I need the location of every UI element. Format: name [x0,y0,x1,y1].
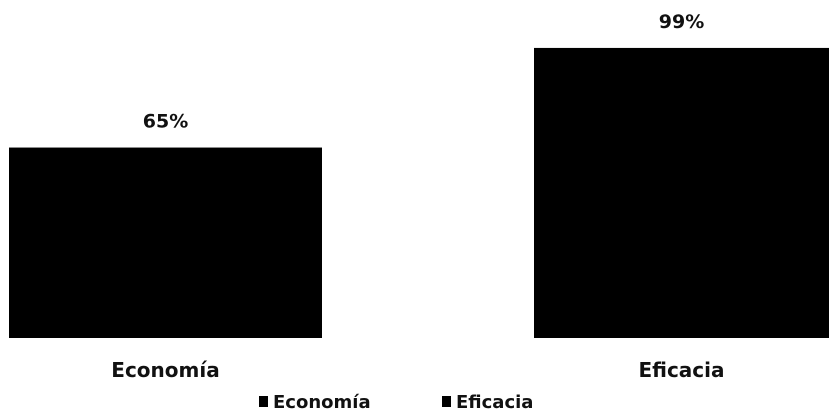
category-label-eficacia: Eficacia [638,358,724,382]
category-labels-group: Economía Eficacia [111,358,724,382]
data-labels-group: 65% 99% [143,11,704,133]
category-label-economia: Economía [111,358,219,382]
legend-label-economia: Economía [273,392,371,413]
legend-swatch-eficacia [442,396,451,407]
bars-group [9,47,829,339]
bar-economia [9,147,322,338]
bar-eficacia [534,47,829,339]
legend-swatch-economia [259,396,268,407]
data-label-economia: 65% [143,111,188,133]
legend-label-eficacia: Eficacia [456,392,533,413]
legend: Economía Eficacia [259,392,533,413]
data-label-eficacia: 99% [659,11,704,33]
